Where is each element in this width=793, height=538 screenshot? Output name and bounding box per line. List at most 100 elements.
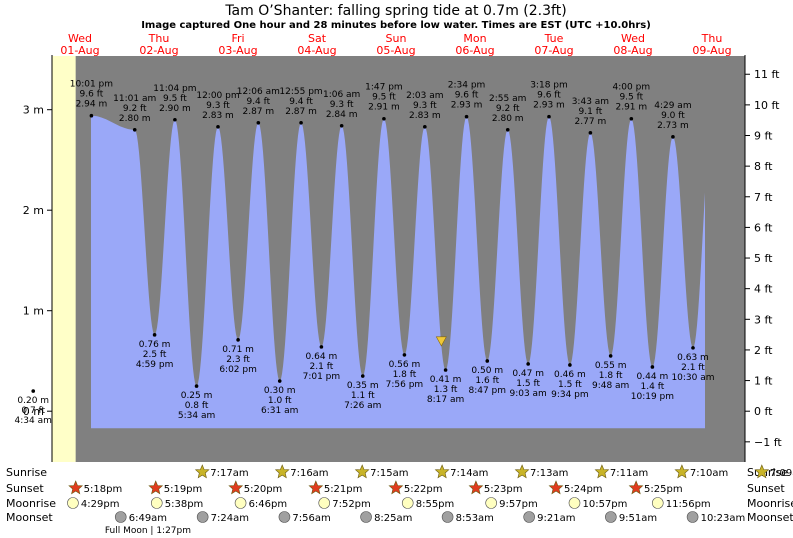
full-moon-label: Full Moon | 1:27pm <box>105 526 191 536</box>
extremum-point <box>31 389 36 393</box>
date-label: 02-Aug <box>139 44 178 57</box>
low-tide-label: 1.6 ft <box>475 376 499 386</box>
right-axis-label: 8 ft <box>754 160 773 173</box>
weekday-label: Wed <box>68 32 92 45</box>
extremum-point <box>402 353 407 357</box>
low-tide-label: 0.63 m <box>677 353 709 363</box>
high-tide-label: 9.3 ft <box>206 101 230 111</box>
sunrise-row-label-left: Sunrise <box>6 466 47 479</box>
moonset-moon-icon <box>686 511 699 523</box>
low-tide-label: 6:31 am <box>261 406 298 416</box>
low-tide-label: 6:02 pm <box>219 365 257 375</box>
low-tide-label: 2.3 ft <box>226 355 250 365</box>
right-axis-label: 2 ft <box>754 344 773 357</box>
low-tide-label: 0.7 ft <box>21 406 45 416</box>
extremum-point <box>256 120 261 125</box>
low-tide-label: 10:30 am <box>671 373 714 383</box>
high-tide-label: 9.4 ft <box>289 97 313 107</box>
high-tide-label: 12:00 pm <box>196 91 239 101</box>
moonrise-moon-icon <box>568 497 581 509</box>
tide-area <box>91 115 705 429</box>
low-tide-label: 5:34 am <box>178 411 215 421</box>
moonset-time: 10:23am <box>701 513 746 524</box>
high-tide-label: 2.90 m <box>159 104 191 114</box>
chart-title: Tam O’Shanter: falling spring tide at 0.… <box>224 3 566 19</box>
low-tide-label: 2.1 ft <box>310 362 334 372</box>
moonset-time: 8:53am <box>456 513 494 524</box>
high-tide-label: 9.4 ft <box>246 97 270 107</box>
moonset-row-label-right: Moonset <box>747 511 793 524</box>
low-tide-label: 0.76 m <box>139 340 171 350</box>
extremum-point <box>671 135 675 139</box>
high-tide-label: 11:04 pm <box>153 84 196 94</box>
low-tide-label: 8:47 pm <box>468 386 506 396</box>
low-tide-label: 0.56 m <box>389 360 421 370</box>
sun-moon-table: Sunrise Sunrise 7:17am 7:16am 7:15am 7:14am 7:… <box>6 464 793 536</box>
high-tide-label: 2.83 m <box>202 111 234 121</box>
sunrise-star-icon <box>274 464 290 479</box>
low-tide-label: 0.55 m <box>595 361 627 371</box>
sunset-star-icon <box>308 480 324 495</box>
date-label: 05-Aug <box>376 44 415 57</box>
low-tide-label: 0.30 m <box>264 386 296 396</box>
high-tide-label: 9.3 ft <box>330 100 354 110</box>
right-axis-label: 11 ft <box>754 68 780 81</box>
date-label: 06-Aug <box>455 44 494 57</box>
high-tide-label: 2.84 m <box>326 110 358 120</box>
date-label: 09-Aug <box>692 44 731 57</box>
extremum-point <box>650 365 655 369</box>
low-tide-label: 0.41 m <box>430 375 462 385</box>
low-tide-label: 0.20 m <box>17 396 49 406</box>
extremum-point <box>464 114 469 119</box>
high-tide-label: 4:29 am <box>654 101 691 111</box>
low-tide-label: 0.71 m <box>222 345 254 355</box>
low-tide-label: 7:56 pm <box>386 380 424 390</box>
low-tide-label: 0.35 m <box>347 381 379 391</box>
extremum-point <box>152 333 157 337</box>
low-tide-label: 0.47 m <box>512 369 544 379</box>
high-tide-label: 2.80 m <box>492 114 524 124</box>
moonrise-time: 8:55pm <box>416 499 455 510</box>
right-axis-label: 6 ft <box>754 221 773 234</box>
low-tide-label: 0.46 m <box>554 370 586 380</box>
extremum-point <box>173 117 177 122</box>
sunrise-time: 7:17am <box>210 468 248 479</box>
moonset-moon-icon <box>360 511 372 523</box>
low-tide-label: 1.1 ft <box>351 391 375 401</box>
sunrise-row-label-right: Sunrise <box>747 466 788 479</box>
moonrise-row-label-left: Moonrise <box>6 497 56 510</box>
weekday-label: Tue <box>544 32 564 45</box>
extremum-point <box>547 114 551 119</box>
low-tide-label: 7:01 pm <box>303 372 341 382</box>
sunrise-star-icon <box>434 464 450 479</box>
right-axis-label: 5 ft <box>754 252 773 265</box>
high-tide-label: 3:18 pm <box>530 81 568 91</box>
right-axis-label: 10 ft <box>754 99 780 112</box>
high-tide-label: 4:00 pm <box>613 83 651 93</box>
date-label: 07-Aug <box>534 44 573 57</box>
extremum-point <box>89 113 94 118</box>
moonrise-time: 10:57pm <box>582 499 627 510</box>
high-tide-label: 2.87 m <box>285 107 317 117</box>
sunset-time: 5:19pm <box>164 484 203 495</box>
sunrise-time: 7:16am <box>290 468 328 479</box>
high-tide-label: 2.73 m <box>657 121 689 131</box>
date-label: 01-Aug <box>60 44 99 57</box>
low-tide-label: 1.4 ft <box>641 382 665 392</box>
sunrise-time: 7:15am <box>370 468 408 479</box>
sunrise-time: 7:09am <box>770 468 793 479</box>
axes: 3 m 2 m 1 m 0 m 11 ft 10 ft 9 ft 8 ft 7 ft 6 ft 5 … <box>23 55 782 462</box>
high-tide-label: 1:47 pm <box>365 83 403 93</box>
sunset-time: 5:24pm <box>564 484 603 495</box>
moonset-moon-icon <box>605 511 617 523</box>
low-tide-label: 0.8 ft <box>185 401 209 411</box>
weekday-label: Fri <box>231 32 244 45</box>
extremum-point <box>608 354 613 358</box>
low-tide-label: 1.3 ft <box>434 385 458 395</box>
moonrise-moon-icon <box>651 497 664 509</box>
low-tide-label: 10:19 pm <box>631 392 674 402</box>
low-tide-label: 0.25 m <box>181 391 213 401</box>
extremum-point <box>319 345 324 349</box>
moonrise-moon-icon <box>234 497 247 509</box>
current-level-marker <box>435 336 447 347</box>
